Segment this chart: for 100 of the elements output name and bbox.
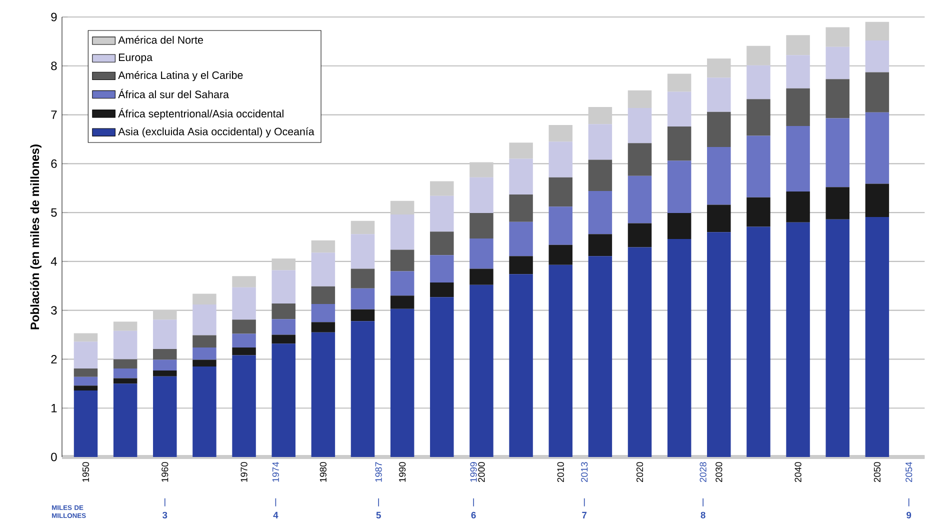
bar — [272, 304, 296, 320]
bar — [509, 142, 533, 159]
bar — [192, 348, 216, 360]
text: 8 — [700, 512, 706, 519]
bar — [390, 296, 414, 310]
x-tick-label: 2013 — [581, 462, 588, 482]
bar — [865, 22, 890, 41]
bar — [113, 331, 138, 360]
bar — [707, 147, 731, 205]
bar — [272, 334, 296, 344]
text: 9 — [906, 512, 912, 519]
bar — [74, 386, 98, 391]
bar — [826, 27, 850, 47]
bar — [667, 160, 692, 214]
bar — [470, 268, 494, 286]
bar — [430, 196, 454, 232]
x-tick-label: 1970 — [240, 462, 248, 482]
bar — [192, 366, 216, 458]
bar — [786, 55, 810, 89]
bar — [746, 198, 770, 227]
bar — [746, 226, 770, 458]
legend-label: Asia (excluida Asia occidental) y Oceanía — [118, 128, 314, 138]
bar — [786, 35, 810, 56]
bar — [667, 126, 692, 161]
y-tick-label: 1 — [52, 404, 57, 412]
bar — [232, 276, 256, 288]
bar — [74, 333, 98, 342]
text: 7 — [582, 512, 587, 518]
bar — [390, 200, 414, 215]
bar — [153, 349, 177, 360]
bar — [667, 213, 692, 240]
x-tick-label: 2040 — [794, 462, 802, 482]
bar — [272, 270, 296, 304]
bar — [192, 360, 216, 367]
bar — [74, 342, 98, 369]
text: 4 — [273, 512, 278, 518]
bar — [746, 136, 770, 198]
bar — [865, 217, 890, 458]
bar — [509, 256, 533, 274]
x-tick-label: 2010 — [557, 462, 564, 482]
x-tick-label: 1974 — [272, 462, 279, 482]
bar — [113, 322, 138, 332]
x-tick-label: 1999 — [470, 462, 477, 482]
bar — [707, 58, 731, 78]
bar — [232, 348, 256, 356]
bar — [746, 46, 770, 66]
bar — [192, 335, 216, 348]
bar — [667, 239, 692, 458]
bar — [667, 74, 692, 92]
bar — [232, 334, 256, 348]
bar — [707, 112, 731, 148]
bar — [350, 321, 375, 458]
legend-label: América del Norte — [118, 36, 203, 44]
bar — [153, 320, 177, 350]
bar — [628, 247, 652, 458]
bar — [430, 181, 454, 196]
y-tick-label: 6 — [51, 160, 57, 168]
bar — [588, 234, 612, 256]
bar — [113, 368, 138, 378]
bar — [548, 244, 572, 266]
bar — [548, 125, 572, 142]
bar — [746, 99, 770, 136]
y-tick-label: 2 — [51, 355, 57, 364]
y-tick-label: 9 — [51, 12, 57, 22]
bar — [746, 66, 770, 100]
bar — [390, 271, 414, 296]
x-tick-label: 1960 — [162, 462, 168, 482]
bar — [628, 108, 652, 144]
bar — [707, 78, 731, 112]
y-tick-label: 8 — [51, 62, 57, 70]
bar — [350, 234, 375, 269]
bar — [470, 213, 494, 239]
x-tick-label: 2028 — [700, 462, 706, 482]
bar — [430, 297, 454, 458]
bar — [153, 310, 177, 320]
x-tick-label: 1987 — [375, 462, 382, 482]
bar — [509, 194, 533, 222]
bar — [865, 72, 890, 113]
bar — [786, 88, 810, 126]
bar — [826, 187, 850, 220]
bar — [826, 220, 850, 458]
bar — [272, 319, 296, 335]
y-tick-label: 5 — [51, 208, 57, 217]
bar — [470, 162, 494, 178]
bar — [74, 390, 98, 458]
bar — [430, 232, 454, 256]
bar — [588, 160, 612, 192]
bar — [509, 274, 533, 458]
bar — [786, 126, 810, 192]
bar — [74, 376, 98, 386]
bar — [272, 258, 296, 270]
bar — [311, 252, 336, 287]
bar — [232, 320, 256, 334]
bar — [311, 322, 336, 333]
bar — [509, 222, 533, 256]
bar — [826, 46, 850, 80]
bar — [113, 384, 138, 458]
bar — [311, 304, 336, 322]
bar — [350, 268, 375, 288]
x-tick-label: 2030 — [716, 462, 722, 482]
